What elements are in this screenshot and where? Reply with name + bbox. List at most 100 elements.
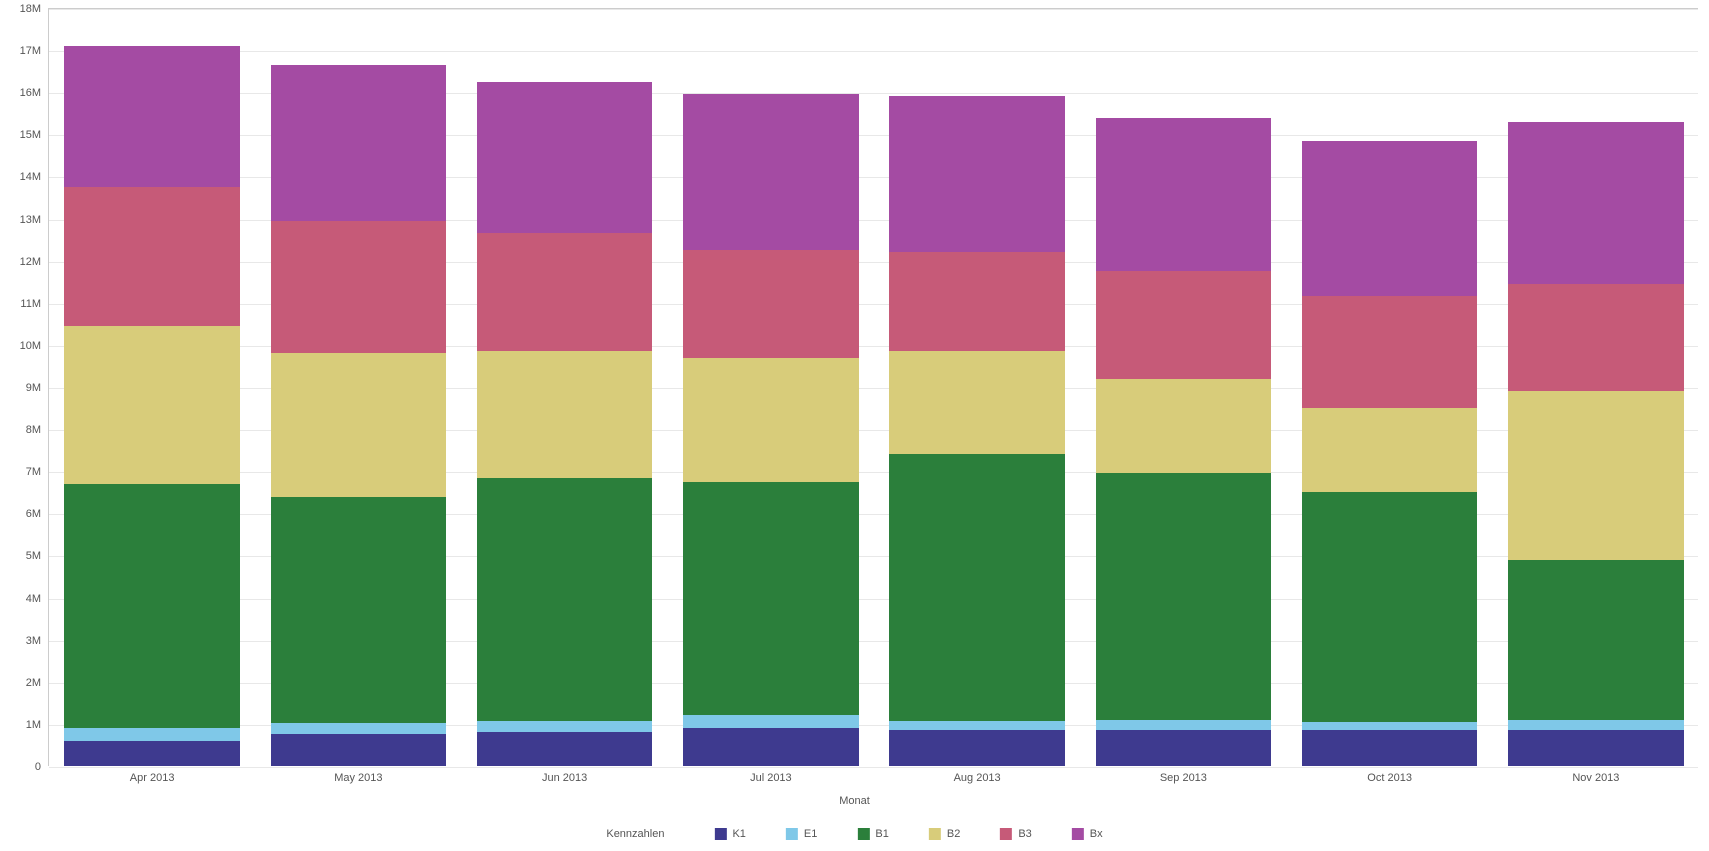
bar-segment-e1 — [64, 728, 239, 741]
legend-swatch-icon — [786, 828, 798, 840]
bar-segment-b1 — [1302, 492, 1477, 722]
bar-segment-b1 — [271, 497, 446, 723]
bar-segment-e1 — [477, 721, 652, 733]
bar-segment-e1 — [1096, 720, 1271, 731]
legend-label: E1 — [804, 828, 817, 840]
y-tick-label: 8M — [26, 424, 41, 436]
bar-segment-bx — [477, 82, 652, 234]
bar-group — [1302, 8, 1477, 766]
y-tick-label: 18M — [20, 3, 41, 15]
y-tick-label: 12M — [20, 256, 41, 268]
bar-segment-b1 — [889, 454, 1064, 721]
bar-segment-e1 — [889, 721, 1064, 730]
bar-group — [64, 8, 239, 766]
bar-segment-bx — [64, 46, 239, 187]
legend-swatch-icon — [929, 828, 941, 840]
chart-container: 01M2M3M4M5M6M7M8M9M10M11M12M13M14M15M16M… — [0, 0, 1709, 851]
bar-segment-e1 — [683, 715, 858, 728]
bar-segment-b2 — [271, 353, 446, 496]
bar-segment-b1 — [683, 482, 858, 716]
legend-item-e1: E1 — [786, 828, 817, 840]
x-tick-label: Jul 2013 — [750, 772, 792, 784]
bar-segment-e1 — [1302, 722, 1477, 730]
bar-segment-k1 — [64, 741, 239, 766]
y-tick-label: 15M — [20, 129, 41, 141]
bar-segment-b1 — [477, 478, 652, 721]
bar-segment-bx — [271, 65, 446, 221]
y-tick-label: 1M — [26, 719, 41, 731]
bar-segment-k1 — [271, 734, 446, 766]
bar-group — [1096, 8, 1271, 766]
legend-item-b3: B3 — [1000, 828, 1031, 840]
bar-segment-b2 — [1096, 379, 1271, 474]
bar-segment-b1 — [1096, 473, 1271, 719]
bar-segment-b3 — [889, 252, 1064, 351]
x-axis-title: Monat — [839, 795, 870, 807]
legend-swatch-icon — [1072, 828, 1084, 840]
bar-segment-bx — [889, 96, 1064, 252]
bar-segment-bx — [1508, 122, 1683, 284]
bar-segment-e1 — [1508, 720, 1683, 731]
bar-segment-k1 — [889, 730, 1064, 766]
bar-group — [477, 8, 652, 766]
bar-segment-b1 — [1508, 560, 1683, 720]
y-tick-label: 3M — [26, 635, 41, 647]
bar-group — [1508, 8, 1683, 766]
bar-segment-b1 — [64, 484, 239, 728]
legend-swatch-icon — [714, 828, 726, 840]
legend-label: B3 — [1018, 828, 1031, 840]
bar-segment-b3 — [683, 250, 858, 357]
y-tick-label: 5M — [26, 550, 41, 562]
bar-segment-k1 — [1096, 730, 1271, 766]
bar-segment-bx — [1096, 118, 1271, 272]
bar-segment-k1 — [477, 732, 652, 766]
y-tick-label: 0 — [35, 761, 41, 773]
legend-label: B2 — [947, 828, 960, 840]
bar-segment-e1 — [271, 723, 446, 735]
x-tick-label: Nov 2013 — [1572, 772, 1619, 784]
bar-segment-b2 — [889, 351, 1064, 454]
bar-group — [889, 8, 1064, 766]
bar-segment-b3 — [477, 233, 652, 351]
bar-segment-b2 — [1508, 391, 1683, 559]
bar-segment-b2 — [1302, 408, 1477, 492]
bar-segment-b3 — [1508, 284, 1683, 391]
legend-swatch-icon — [857, 828, 869, 840]
legend-item-bx: Bx — [1072, 828, 1103, 840]
bar-segment-b2 — [477, 351, 652, 477]
y-tick-label: 11M — [20, 298, 41, 310]
x-tick-label: Sep 2013 — [1160, 772, 1207, 784]
legend-title: Kennzahlen — [606, 828, 664, 840]
legend-label: B1 — [875, 828, 888, 840]
legend-swatch-icon — [1000, 828, 1012, 840]
y-tick-label: 7M — [26, 466, 41, 478]
y-tick-label: 6M — [26, 508, 41, 520]
y-tick-label: 2M — [26, 677, 41, 689]
y-tick-label: 17M — [20, 45, 41, 57]
bar-segment-k1 — [1508, 730, 1683, 766]
x-tick-label: Apr 2013 — [130, 772, 175, 784]
y-tick-label: 14M — [20, 171, 41, 183]
bar-segment-b3 — [64, 187, 239, 326]
plot-area: 01M2M3M4M5M6M7M8M9M10M11M12M13M14M15M16M… — [48, 8, 1698, 766]
bar-segment-k1 — [1302, 730, 1477, 766]
bar-segment-bx — [1302, 141, 1477, 297]
x-tick-label: Aug 2013 — [954, 772, 1001, 784]
x-tick-label: May 2013 — [334, 772, 382, 784]
y-tick-label: 13M — [20, 214, 41, 226]
bar-segment-b3 — [271, 221, 446, 354]
y-tick-label: 16M — [20, 87, 41, 99]
x-tick-label: Oct 2013 — [1367, 772, 1412, 784]
legend-item-b2: B2 — [929, 828, 960, 840]
gridline — [49, 767, 1698, 768]
bar-segment-b3 — [1096, 271, 1271, 378]
legend-label: Bx — [1090, 828, 1103, 840]
bar-segment-b2 — [683, 358, 858, 482]
legend-item-b1: B1 — [857, 828, 888, 840]
y-tick-label: 4M — [26, 593, 41, 605]
legend-item-k1: K1 — [714, 828, 745, 840]
legend: Kennzahlen K1 E1 B1 B2 B3 Bx — [606, 828, 1102, 840]
bar-segment-k1 — [683, 728, 858, 766]
x-tick-label: Jun 2013 — [542, 772, 587, 784]
bar-group — [271, 8, 446, 766]
